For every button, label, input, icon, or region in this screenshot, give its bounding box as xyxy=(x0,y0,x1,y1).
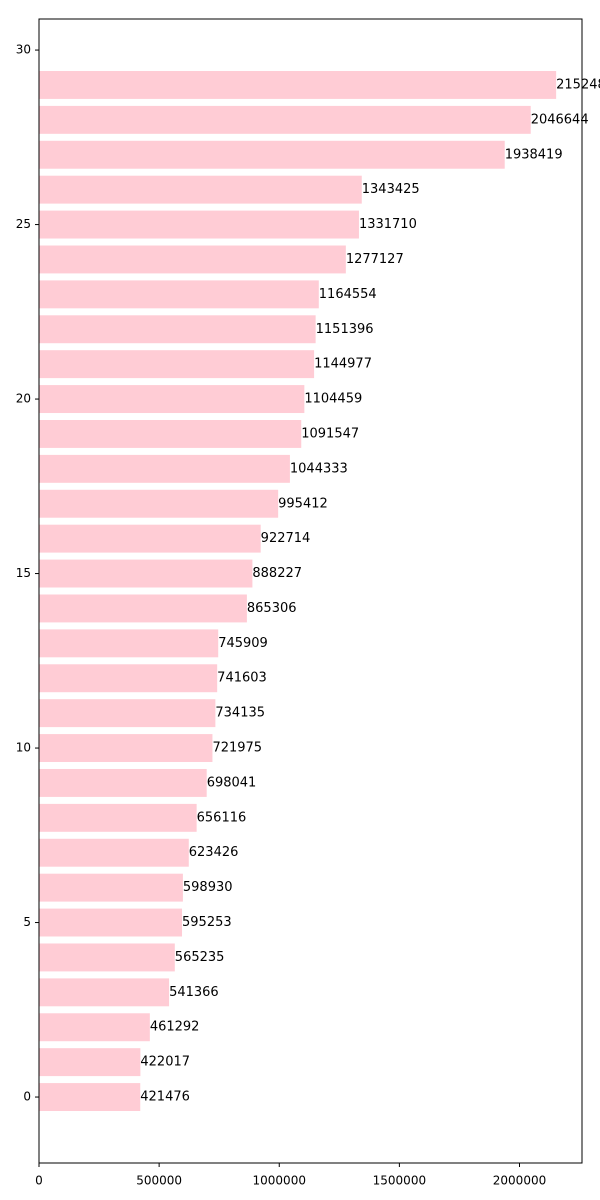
value-label: 598930 xyxy=(183,880,233,895)
value-label: 1343425 xyxy=(362,182,420,197)
y-tick-label: 0 xyxy=(23,1090,31,1104)
y-tick-label: 5 xyxy=(23,915,31,929)
bar xyxy=(39,385,305,414)
x-tick-label: 0 xyxy=(35,1174,43,1188)
bar xyxy=(39,419,302,448)
value-label: 565235 xyxy=(175,950,225,965)
plot-frame xyxy=(38,18,583,1164)
value-label: 2046644 xyxy=(531,112,589,127)
value-label: 421476 xyxy=(140,1090,190,1105)
value-label: 865306 xyxy=(247,601,297,616)
bar xyxy=(39,1013,150,1042)
x-tick-label: 2000000 xyxy=(493,1174,546,1188)
bar xyxy=(39,524,261,553)
bar xyxy=(39,699,216,728)
bar xyxy=(39,315,316,344)
bar xyxy=(39,734,213,763)
bar xyxy=(39,105,531,134)
value-label: 995412 xyxy=(278,496,328,511)
value-label: 422017 xyxy=(140,1055,190,1070)
value-label: 1044333 xyxy=(290,461,348,476)
bar xyxy=(39,629,219,658)
value-label: 2152480 xyxy=(556,77,600,92)
value-label: 595253 xyxy=(182,915,232,930)
bar xyxy=(39,908,183,937)
bar xyxy=(39,559,253,588)
value-label: 888227 xyxy=(252,566,302,581)
value-label: 656116 xyxy=(197,810,247,825)
value-label: 922714 xyxy=(261,531,311,546)
bar xyxy=(39,245,346,274)
value-label: 741603 xyxy=(217,671,267,686)
value-label: 1091547 xyxy=(301,426,359,441)
bar xyxy=(39,873,183,902)
y-tick-label: 30 xyxy=(16,43,31,57)
bar xyxy=(39,768,207,797)
bar xyxy=(39,803,197,832)
bar xyxy=(39,175,362,204)
bar xyxy=(39,71,557,99)
value-label: 541366 xyxy=(169,985,219,1000)
y-tick-label: 10 xyxy=(16,741,31,755)
bar xyxy=(39,280,319,309)
value-label: 734135 xyxy=(215,706,265,721)
bar xyxy=(39,350,315,379)
value-label: 1938419 xyxy=(505,147,563,162)
value-label: 1164554 xyxy=(319,287,377,302)
value-label: 461292 xyxy=(150,1020,200,1035)
value-label: 1331710 xyxy=(359,217,417,232)
y-tick-label: 20 xyxy=(16,392,31,406)
value-label: 698041 xyxy=(207,775,257,790)
value-label: 745909 xyxy=(218,636,268,651)
bar xyxy=(39,210,359,239)
bar xyxy=(39,489,279,518)
bar xyxy=(39,978,170,1007)
x-tick-label: 1000000 xyxy=(253,1174,306,1188)
bar xyxy=(39,454,290,483)
value-label: 1144977 xyxy=(314,357,372,372)
bar xyxy=(39,1083,141,1111)
bar xyxy=(39,140,505,169)
y-tick-label: 25 xyxy=(16,217,31,231)
y-tick-label: 15 xyxy=(16,566,31,580)
bar xyxy=(39,664,218,693)
bar xyxy=(39,1048,141,1077)
bar xyxy=(39,838,189,867)
value-label: 1277127 xyxy=(346,252,404,267)
x-tick-label: 1500000 xyxy=(373,1174,426,1188)
value-label: 1151396 xyxy=(316,322,374,337)
value-label: 721975 xyxy=(212,741,262,756)
value-label: 1104459 xyxy=(304,392,362,407)
value-label: 623426 xyxy=(189,845,239,860)
x-tick-label: 500000 xyxy=(136,1174,182,1188)
bar xyxy=(39,594,247,623)
bar xyxy=(39,943,175,972)
